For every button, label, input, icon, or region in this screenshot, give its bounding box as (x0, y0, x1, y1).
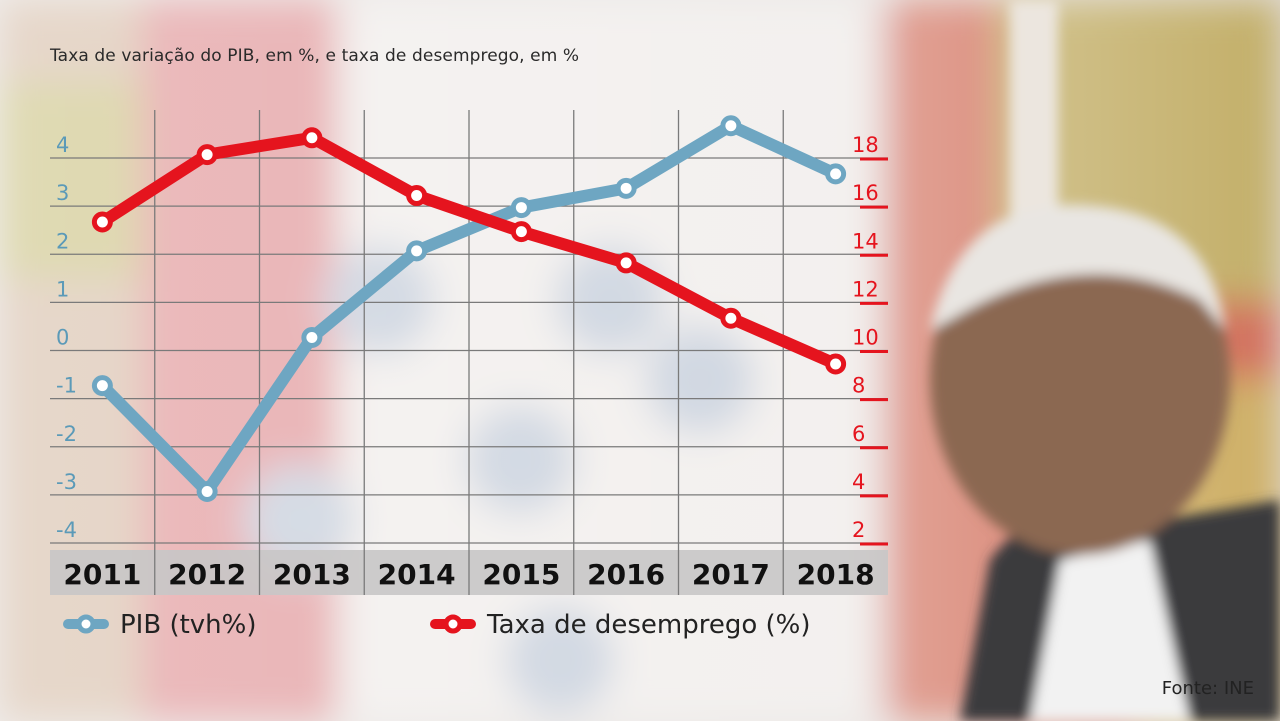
y-right-tick-label: 10 (852, 326, 879, 350)
y-left-tick-label: -1 (56, 374, 77, 398)
legend-marker (76, 614, 96, 634)
data-point (615, 252, 637, 274)
y-left-tick-label: 1 (56, 277, 69, 301)
y-right-tick-label: 14 (852, 229, 879, 253)
data-point (301, 127, 323, 149)
series-line (96, 119, 842, 498)
chart-subtitle: Taxa de variação do PIB, em %, e taxa de… (50, 46, 580, 66)
x-tick-label: 2011 (63, 558, 141, 591)
data-point (510, 221, 532, 243)
data-point (406, 185, 428, 207)
data-point (615, 177, 637, 199)
data-point (196, 144, 218, 166)
source-note: Fonte: INE (1161, 678, 1254, 699)
x-tick-label: 2017 (692, 558, 770, 591)
data-point (301, 327, 323, 348)
series-line (96, 131, 842, 370)
y-right-tick-label: 6 (852, 422, 865, 446)
y-right-tick-label: 18 (852, 133, 879, 157)
legend-label: Taxa de desemprego (%) (486, 610, 811, 640)
y-left-tick-label: -2 (56, 422, 77, 446)
data-point (720, 115, 742, 137)
data-point (825, 163, 847, 185)
data-point (91, 375, 113, 397)
data-point (91, 211, 113, 233)
y-left-tick-label: -3 (56, 470, 77, 494)
data-point (720, 307, 742, 329)
data-point (825, 353, 847, 375)
data-point (406, 240, 428, 262)
x-tick-label: 2012 (168, 558, 246, 591)
y-left-tick-label: 3 (56, 181, 69, 205)
data-point (510, 197, 532, 219)
x-tick-label: 2014 (378, 558, 456, 591)
y-left-tick-label: 0 (56, 326, 69, 350)
y-right-tick-label: 8 (852, 374, 865, 398)
y-right-tick-label: 2 (852, 518, 865, 542)
legend-label: PIB (tvh%) (120, 610, 257, 640)
y-right-tick-label: 4 (852, 470, 865, 494)
x-tick-label: 2016 (587, 558, 665, 591)
x-tick-label: 2013 (273, 558, 351, 591)
y-left-tick-label: 2 (56, 229, 69, 253)
y-right-tick-label: 12 (852, 277, 879, 301)
y-left-tick-label: -4 (56, 518, 77, 542)
y-right-tick-label: 16 (852, 181, 879, 205)
legend-marker (443, 614, 463, 634)
x-tick-label: 2015 (482, 558, 560, 591)
x-tick-label: 2018 (797, 558, 875, 591)
data-point (196, 481, 218, 502)
y-left-tick-label: 4 (56, 133, 69, 157)
